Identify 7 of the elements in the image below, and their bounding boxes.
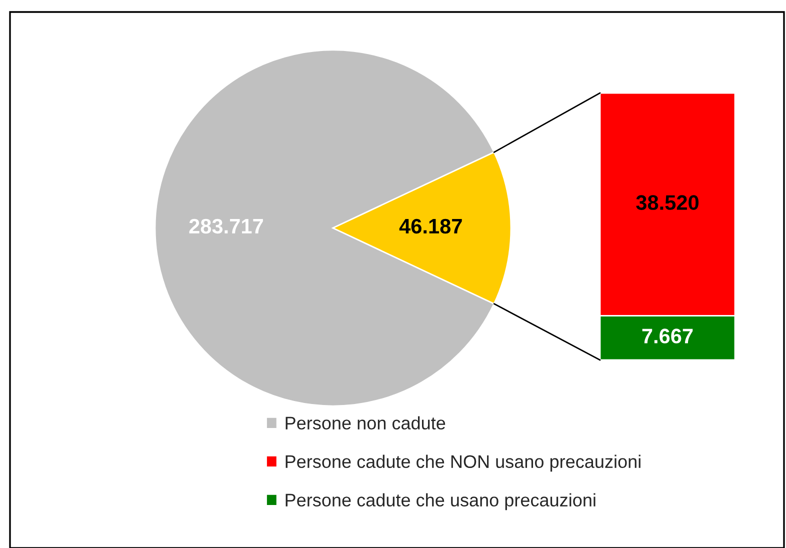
data-label: 46.187 bbox=[399, 218, 462, 234]
legend-label: Persone cadute che NON usano precauzioni bbox=[286, 454, 640, 472]
legend-label: Persone cadute che usano precauzioni bbox=[286, 493, 596, 510]
data-label: 38.520 bbox=[636, 195, 699, 210]
data-label: 7.667 bbox=[642, 328, 693, 344]
data-label: 283.717 bbox=[189, 218, 263, 234]
legend-label: Persone non cadute bbox=[286, 416, 446, 430]
